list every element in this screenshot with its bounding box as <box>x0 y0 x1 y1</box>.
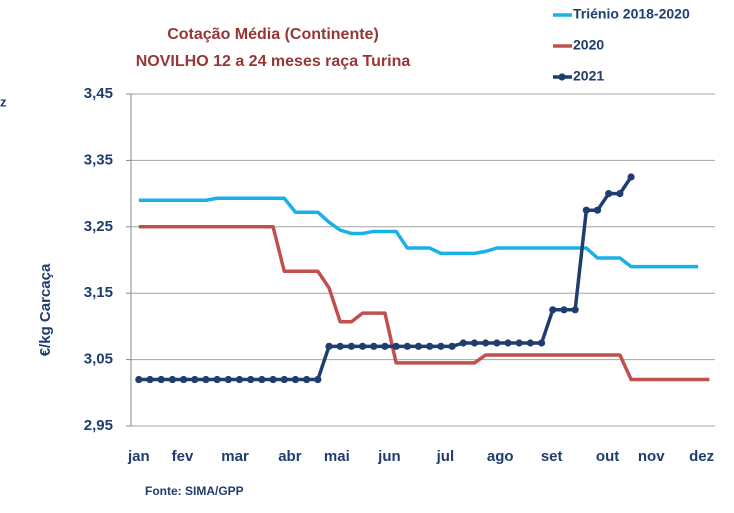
chart-subtitle: NOVILHO 12 a 24 meses raça Turina <box>136 53 411 70</box>
series-marker <box>403 342 411 350</box>
legend-label: 2020 <box>573 37 604 53</box>
y-axis-label: €/kg Carcaça <box>37 263 54 356</box>
series-marker <box>314 375 322 384</box>
series-marker <box>358 342 367 350</box>
x-tick-label: nov <box>638 448 665 465</box>
legend-label: Triénio 2018-2020 <box>573 6 690 22</box>
series-marker <box>291 375 300 384</box>
y-tick-label: 3,25 <box>84 218 113 235</box>
series-marker <box>381 342 389 350</box>
series-marker <box>202 375 210 384</box>
series-marker <box>426 342 434 350</box>
series-marker <box>146 375 154 384</box>
x-tick-label: abr <box>278 448 302 465</box>
series-marker <box>549 306 557 314</box>
series-marker <box>303 375 311 384</box>
series-marker <box>235 375 244 384</box>
chart-title: Cotação Média (Continente) <box>167 26 379 43</box>
series-marker <box>627 173 635 181</box>
series-marker <box>448 342 456 350</box>
series-marker <box>504 339 512 347</box>
series-marker <box>526 339 535 347</box>
x-tick-label: dez <box>689 448 714 465</box>
x-tick-label: jun <box>377 448 401 465</box>
series-line <box>138 225 710 382</box>
series-marker <box>560 306 568 314</box>
series-marker <box>224 375 232 384</box>
series-marker <box>347 342 355 350</box>
series-marker <box>247 375 255 384</box>
y-tick-label: 2,95 <box>84 417 113 434</box>
series-marker <box>414 342 423 350</box>
series-marker <box>325 342 333 350</box>
series-marker <box>191 375 199 384</box>
y-tick-label: 3,15 <box>84 284 113 301</box>
x-tick-label: jan <box>127 448 150 465</box>
x-tick-label: fev <box>172 448 194 465</box>
series-marker <box>269 375 277 384</box>
series-marker <box>213 375 221 384</box>
x-tick-label: out <box>596 448 619 465</box>
series-marker <box>336 342 344 350</box>
series-marker <box>571 306 579 314</box>
legend-marker <box>558 73 566 81</box>
series-marker <box>392 342 400 350</box>
series-marker <box>515 339 523 347</box>
x-tick-label: ago <box>487 448 514 465</box>
series-marker <box>470 339 479 347</box>
series-marker <box>258 375 266 384</box>
series-marker <box>157 375 165 384</box>
y-tick-label: 3,05 <box>84 351 113 368</box>
y-tick-label: 3,35 <box>84 151 113 168</box>
legend-label: 2021 <box>573 68 604 84</box>
annotation: z <box>0 94 7 109</box>
series-marker <box>135 375 143 384</box>
x-tick-label: mai <box>324 448 350 465</box>
series-marker <box>493 339 501 347</box>
series-marker <box>605 190 613 198</box>
series-marker <box>370 342 378 350</box>
x-tick-label: set <box>541 448 563 465</box>
series-marker <box>482 339 490 347</box>
series-marker <box>582 206 590 214</box>
x-tick-label: mar <box>221 448 249 465</box>
series-marker <box>437 342 445 350</box>
series-marker <box>168 375 176 384</box>
series-marker <box>179 375 188 384</box>
series-marker <box>593 206 602 214</box>
series-marker <box>537 339 546 347</box>
series-marker <box>459 339 467 347</box>
series-marker <box>616 190 624 198</box>
series-line <box>138 196 699 269</box>
y-tick-label: 3,45 <box>84 85 113 102</box>
series-marker <box>280 375 288 384</box>
source: Fonte: SIMA/GPP <box>145 484 244 498</box>
x-tick-label: jul <box>436 448 455 465</box>
